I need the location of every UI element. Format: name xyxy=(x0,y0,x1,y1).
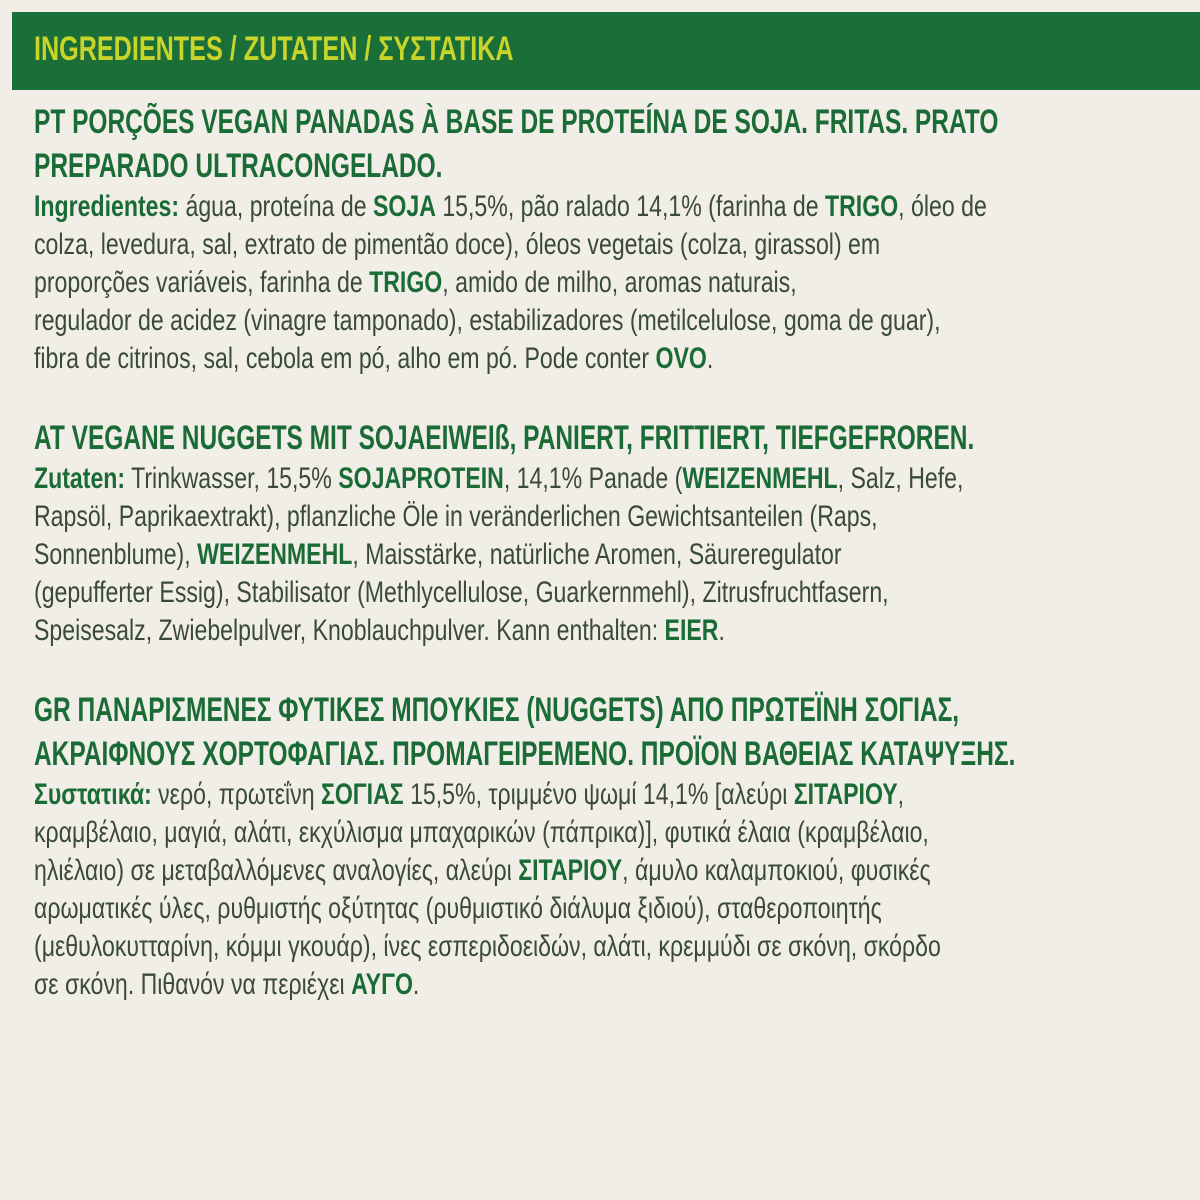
ingredient-line: σε σκόνη. Πιθανόν να περιέχει ΑΥΓΟ. xyxy=(34,966,912,1004)
text: proporções variáveis, farinha de xyxy=(34,266,370,299)
text: σε σκόνη. Πιθανόν να περιέχει xyxy=(34,968,352,1001)
bold-text: ΑΥΓΟ xyxy=(351,968,413,1001)
text: , xyxy=(897,778,905,811)
bold-text: ΣΙΤΑΡΙΟΥ xyxy=(518,854,623,887)
section-gap xyxy=(34,650,1174,688)
section-gap xyxy=(34,378,1174,416)
ingredient-line: (gepufferter Essig), Stabilisator (Methl… xyxy=(34,574,912,612)
text: Trinkwasser, 15,5% xyxy=(125,462,339,495)
ingredient-line: Zutaten: Trinkwasser, 15,5% SOJAPROTEIN,… xyxy=(34,460,963,498)
ingredient-line: αρωματικές ύλες, ρυθμιστής οξύτητας (ρυθ… xyxy=(34,890,912,928)
text: Sonnenblume), xyxy=(34,538,198,571)
bold-text: SOJAPROTEIN xyxy=(338,462,504,495)
text: αρωματικές ύλες, ρυθμιστής οξύτητας (ρυθ… xyxy=(34,892,882,925)
bold-text: WEIZENMEHL xyxy=(197,538,353,571)
text: colza, levedura, sal, extrato de pimentã… xyxy=(34,228,881,261)
ingredient-line: colza, levedura, sal, extrato de pimentã… xyxy=(34,226,912,264)
text: fibra de citrinos, sal, cebola em pó, al… xyxy=(34,342,656,375)
ingredients-content: PT PORÇÕES VEGAN PANADAS À BASE DE PROTE… xyxy=(34,100,1174,1004)
text: 15,5%, pão ralado 14,1% (farinha de xyxy=(435,190,826,223)
text: (gepufferter Essig), Stabilisator (Methl… xyxy=(34,576,889,609)
text: Rapsöl, Paprikaextrakt), pflanzliche Öle… xyxy=(34,500,878,533)
section-heading: PT PORÇÕES VEGAN PANADAS À BASE DE PROTE… xyxy=(34,103,999,141)
banner-title: INGREDIENTES / ZUTATEN / ΣΥΣΤΑΤΙΚΑ xyxy=(34,30,514,68)
bold-text: EIER xyxy=(664,614,719,647)
section-heading: GR ΠΑΝΑΡΙΣΜΕΝΕΣ ΦΥΤΙΚΕΣ ΜΠΟΥΚΙΕΣ (NUGGET… xyxy=(34,691,960,729)
bold-text: WEIZENMEHL xyxy=(682,462,838,495)
text: . xyxy=(706,342,714,375)
text: , Maisstärke, natürliche Aromen, Säurere… xyxy=(352,538,842,571)
bold-text: ΣΟΓΙΑΣ xyxy=(320,778,404,811)
text: . xyxy=(412,968,420,1001)
text: água, proteína de xyxy=(179,190,373,223)
bold-text: Zutaten: xyxy=(34,462,126,495)
text: νερό, πρωτεΐνη xyxy=(151,778,321,811)
text: , óleo de xyxy=(898,190,987,223)
ingredient-line: Sonnenblume), WEIZENMEHL, Maisstärke, na… xyxy=(34,536,912,574)
text: 15,5%, τριμμένο ψωμί 14,1% [αλεύρι xyxy=(403,778,794,811)
text: ηλιέλαιο) σε μεταβαλλόμενες αναλογίες, α… xyxy=(34,854,519,887)
ingredient-line: Speisesalz, Zwiebelpulver, Knoblauchpulv… xyxy=(34,612,912,650)
section-heading: ΑΚΡΑΙΦΝΟΥΣ ΧΟΡΤΟΦΑΓΙΑΣ. ΠΡΟΜΑΓΕΙΡΕΜΕΝΟ. … xyxy=(34,735,1016,773)
text: κραμβέλαιο, μαγιά, αλάτι, εκχύλισμα μπαχ… xyxy=(34,816,929,849)
ingredient-line: Rapsöl, Paprikaextrakt), pflanzliche Öle… xyxy=(34,498,912,536)
ingredient-line: fibra de citrinos, sal, cebola em pó, al… xyxy=(34,340,912,378)
ingredient-line: (μεθυλοκυτταρίνη, κόμμι γκουάρ), ίνες εσ… xyxy=(34,928,941,966)
text: , άμυλο καλαμποκιού, φυσικές xyxy=(622,854,931,887)
section-heading: PREPARADO ULTRACONGELADO. xyxy=(34,147,443,185)
bold-text: OVO xyxy=(655,342,707,375)
header-banner xyxy=(12,12,1200,90)
ingredient-line: proporções variáveis, farinha de TRIGO, … xyxy=(34,264,912,302)
bold-text: Συστατικά: xyxy=(34,778,152,811)
ingredient-line: Συστατικά: νερό, πρωτεΐνη ΣΟΓΙΑΣ 15,5%, … xyxy=(34,776,912,814)
text: Speisesalz, Zwiebelpulver, Knoblauchpulv… xyxy=(34,614,665,647)
bold-text: TRIGO xyxy=(369,266,443,299)
text: , amido de milho, aromas naturais, xyxy=(442,266,797,299)
section-gr: GR ΠΑΝΑΡΙΣΜΕΝΕΣ ΦΥΤΙΚΕΣ ΜΠΟΥΚΙΕΣ (NUGGET… xyxy=(34,688,1174,1004)
text: , 14,1% Panade ( xyxy=(503,462,683,495)
ingredient-line: regulador de acidez (vinagre tamponado),… xyxy=(34,302,941,340)
bold-text: SOJA xyxy=(372,190,436,223)
section-pt: PT PORÇÕES VEGAN PANADAS À BASE DE PROTE… xyxy=(34,100,1174,378)
section-heading: AT VEGANE NUGGETS MIT SOJAEIWEIß, PANIER… xyxy=(34,419,975,457)
bold-text: ΣΙΤΑΡΙΟΥ xyxy=(793,778,898,811)
text: (μεθυλοκυτταρίνη, κόμμι γκουάρ), ίνες εσ… xyxy=(34,930,941,963)
ingredient-line: ηλιέλαιο) σε μεταβαλλόμενες αναλογίες, α… xyxy=(34,852,931,890)
bold-text: Ingredientes: xyxy=(34,190,180,223)
ingredient-line: Ingredientes: água, proteína de SOJA 15,… xyxy=(34,188,987,226)
section-at: AT VEGANE NUGGETS MIT SOJAEIWEIß, PANIER… xyxy=(34,416,1174,650)
text: regulador de acidez (vinagre tamponado),… xyxy=(34,304,941,337)
bold-text: TRIGO xyxy=(825,190,899,223)
text: . xyxy=(718,614,725,647)
ingredient-line: κραμβέλαιο, μαγιά, αλάτι, εκχύλισμα μπαχ… xyxy=(34,814,929,852)
text: , Salz, Hefe, xyxy=(837,462,964,495)
